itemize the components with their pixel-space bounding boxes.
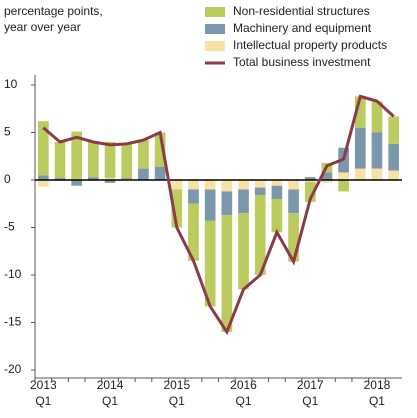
bar-segment xyxy=(221,215,233,332)
bar-segment xyxy=(304,181,316,202)
x-tick-label-line: Q1 xyxy=(102,394,118,408)
bar-segment xyxy=(38,121,49,176)
bar-segment xyxy=(188,189,199,204)
bar-segment xyxy=(221,191,233,216)
legend-swatch xyxy=(205,7,225,17)
y-axis-label: year over year xyxy=(4,20,81,34)
y-axis-label: percentage points, xyxy=(4,4,103,18)
bar-segment xyxy=(321,172,333,180)
bar-segment xyxy=(88,142,99,178)
bar-segment xyxy=(154,166,166,180)
x-tick-label-line: 2018 xyxy=(364,378,391,392)
bar-segment xyxy=(88,177,99,180)
bar-segment xyxy=(304,180,316,182)
bar-segment xyxy=(188,203,199,261)
bar-segment xyxy=(371,168,383,180)
x-tick-label-line: 2014 xyxy=(97,378,124,392)
bar-segment xyxy=(71,180,83,186)
bar-segment xyxy=(54,178,66,180)
legend-label: Intellectual property products xyxy=(233,38,387,52)
bar-segment xyxy=(354,168,366,180)
bar-segment xyxy=(138,140,149,169)
bar-segment xyxy=(238,213,249,290)
bar-segment xyxy=(38,180,49,187)
legend-label: Total business investment xyxy=(233,55,371,69)
bar-segment xyxy=(288,189,299,214)
y-tick-label: 10 xyxy=(4,77,18,91)
bar-segment xyxy=(171,180,183,190)
x-tick-label: 2013 Q1 xyxy=(30,378,57,408)
x-tick-label-line: 2017 xyxy=(297,378,324,392)
bar-segment xyxy=(288,213,299,262)
bar-segment xyxy=(188,180,199,190)
bar-segment xyxy=(388,116,399,144)
bar-segment xyxy=(371,132,383,169)
bar-segment xyxy=(204,180,216,190)
bar-segment xyxy=(104,180,116,183)
bar-segment xyxy=(71,131,83,180)
x-tick-label-line: Q1 xyxy=(169,394,185,408)
y-tick-label: 0 xyxy=(4,172,11,186)
bar-segment xyxy=(271,185,283,199)
bar-segment xyxy=(254,180,266,188)
bar-segment xyxy=(38,175,49,180)
bar-segment xyxy=(288,180,299,190)
x-tick-label: 2016 Q1 xyxy=(230,378,257,408)
x-tick-label-line: 2016 xyxy=(230,378,257,392)
bar-segment xyxy=(54,142,66,179)
x-tick-label-line: Q1 xyxy=(236,394,252,408)
legend-swatch xyxy=(205,24,225,34)
bar-segment xyxy=(388,143,399,171)
bar-segment xyxy=(371,101,383,133)
y-tick-label: -20 xyxy=(4,362,22,376)
x-tick-label: 2014 Q1 xyxy=(97,378,124,408)
bar-segment xyxy=(138,168,149,180)
x-tick-label-line: 2013 xyxy=(30,378,57,392)
y-tick-label: -10 xyxy=(4,267,22,281)
legend-label: Machinery and equipment xyxy=(233,21,372,35)
y-tick-label: -15 xyxy=(4,315,22,329)
bar-segment xyxy=(154,132,166,167)
bar-segment xyxy=(221,180,233,192)
x-tick-label: 2017 Q1 xyxy=(297,378,324,408)
total-line xyxy=(42,94,395,336)
bar-segment xyxy=(388,170,399,180)
y-tick-label: 5 xyxy=(4,125,11,139)
bar-segment xyxy=(321,180,333,183)
bar-segment xyxy=(354,127,366,169)
bar-segment xyxy=(354,96,366,128)
x-tick-label-line: Q1 xyxy=(302,394,318,408)
bar-segment xyxy=(171,189,183,228)
x-tick-label-line: 2015 xyxy=(163,378,190,392)
bar-segment xyxy=(238,180,249,190)
bar-segment xyxy=(204,189,216,221)
y-tick-label: -5 xyxy=(4,220,15,234)
bar-segment xyxy=(238,189,249,214)
bar-segment xyxy=(338,180,349,192)
bar-segment xyxy=(338,172,349,180)
bar-segment xyxy=(271,199,283,233)
bar-segment xyxy=(271,180,283,186)
bar-segment xyxy=(204,220,216,307)
bar-segment xyxy=(254,187,266,196)
bar-segment xyxy=(304,177,316,180)
legend-swatch xyxy=(205,41,225,51)
bar-segment xyxy=(104,178,116,180)
bar-segment xyxy=(104,142,116,179)
x-tick-label-line: Q1 xyxy=(35,394,51,408)
bar-segment xyxy=(121,178,133,180)
x-tick-label: 2018 Q1 xyxy=(364,378,391,408)
bar-segment xyxy=(121,143,133,179)
x-tick-label-line: Q1 xyxy=(369,394,385,408)
legend-label: Non-residential structures xyxy=(233,4,370,18)
bar-segment xyxy=(254,195,266,275)
x-tick-label: 2015 Q1 xyxy=(163,378,190,408)
